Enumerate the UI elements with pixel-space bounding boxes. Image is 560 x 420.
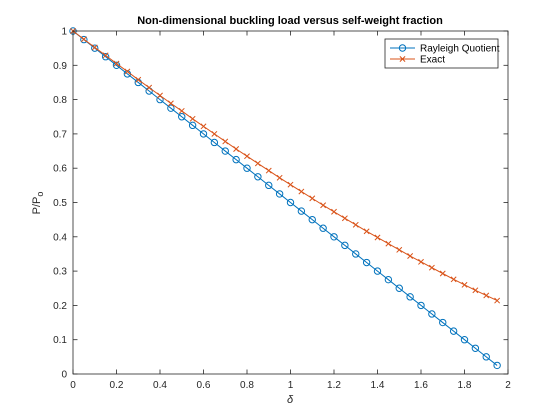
legend-label-0: Rayleigh Quotient [420, 44, 500, 55]
y-tick-label-9: 0.9 [53, 61, 67, 72]
x-tick-label-7: 1.4 [371, 380, 385, 391]
y-tick-label-3: 0.3 [53, 267, 67, 278]
chart-title: Non-dimensional buckling load versus sel… [137, 15, 443, 27]
y-axis-label-subscript: o [35, 192, 45, 197]
y-tick-label-5: 0.5 [53, 198, 67, 209]
y-tick-label-7: 0.7 [53, 129, 67, 140]
x-tick-label-8: 1.6 [414, 380, 428, 391]
x-tick-label-10: 2 [505, 380, 511, 391]
x-tick-label-0: 0 [70, 380, 76, 391]
y-tick-label-8: 0.8 [53, 95, 67, 106]
x-tick-label-1: 0.2 [110, 380, 124, 391]
legend-label-1: Exact [420, 55, 445, 66]
y-axis-label-main: P/P [31, 197, 43, 215]
y-tick-label-0: 0 [61, 370, 67, 381]
x-tick-label-6: 1.2 [327, 380, 341, 391]
y-tick-label-10: 1 [61, 27, 67, 38]
x-tick-label-9: 1.8 [458, 380, 472, 391]
y-axis-label: P/Po [31, 192, 45, 215]
y-tick-label-6: 0.6 [53, 164, 67, 175]
y-tick-label-2: 0.2 [53, 301, 67, 312]
x-tick-label-2: 0.4 [153, 380, 167, 391]
x-tick-label-5: 1 [288, 380, 294, 391]
x-tick-label-3: 0.6 [197, 380, 211, 391]
x-axis-label: δ [287, 394, 294, 406]
y-tick-label-1: 0.1 [53, 335, 67, 346]
x-tick-label-4: 0.8 [240, 380, 254, 391]
y-tick-label-4: 0.4 [53, 232, 67, 243]
